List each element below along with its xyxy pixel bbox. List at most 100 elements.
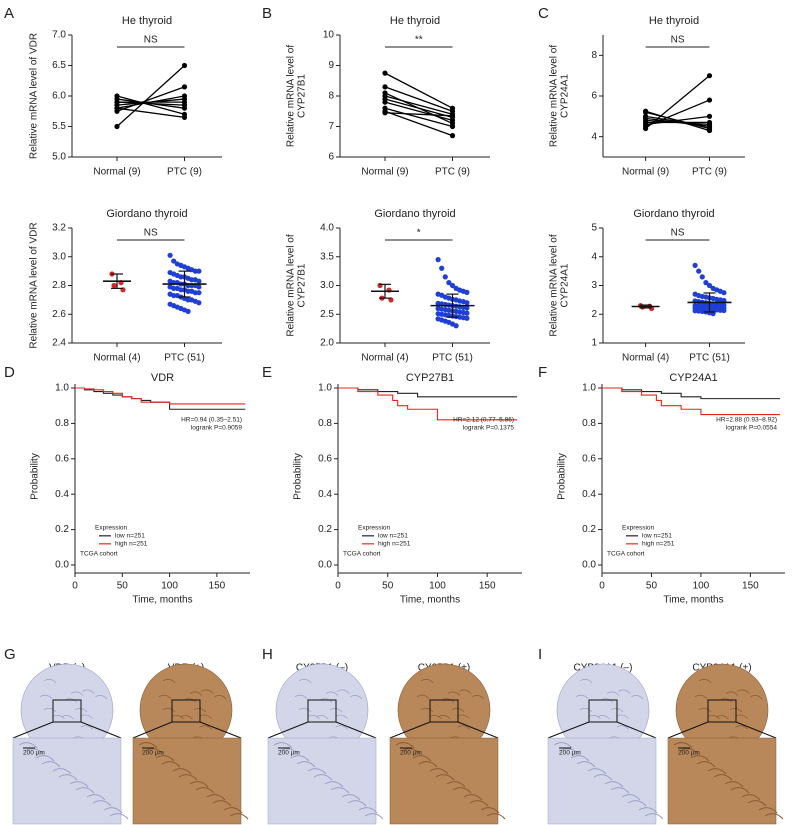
pair-line [116,95,185,115]
point [181,114,188,120]
point [699,274,705,280]
tissue-texture [180,715,193,720]
tissue-texture [335,714,348,719]
y-axis-label: Relative mRNA level of VDR [29,222,40,348]
point [181,62,188,69]
tissue-texture [579,707,593,713]
tissue-texture [447,691,461,696]
zoom-texture [747,800,767,807]
point [464,289,470,295]
point [171,258,177,264]
tissue-texture [44,678,57,684]
point [171,292,177,299]
tissue-texture [457,725,470,730]
y-tick-label: 4 [591,131,597,142]
tissue-texture [39,694,53,699]
significance-label: NS [144,35,158,46]
y-tick-label: 0.2 [582,524,596,535]
significance-label: * [417,228,421,239]
tissue-texture [457,714,470,719]
tissue-texture [707,714,720,720]
zoom-texture [679,748,699,755]
y-tick-label: 3.0 [320,280,334,291]
zoom-texture [103,807,123,814]
zoom-box [707,699,737,723]
y-tick-label: 2.0 [320,338,334,349]
point [377,282,383,289]
significance-label: NS [144,228,158,239]
zoom-texture [621,794,641,801]
annotation: logrank P=0.9059 [191,425,243,432]
tissue-texture [201,689,214,694]
point [167,252,173,258]
zoom-texture [18,742,38,749]
zoom-texture [24,748,44,755]
zoom-texture [347,800,367,807]
point [185,288,191,294]
zoom-texture [364,813,384,820]
panel-letter: B [262,5,272,22]
zoom-line [389,721,431,739]
point [114,93,120,99]
y-tick-label: 0.0 [582,560,596,571]
legend-label: low n=251 [115,533,145,540]
survival-curve [602,387,781,400]
tissue-texture [199,725,212,730]
zoom-texture [713,774,733,781]
zoom-line [616,721,657,739]
tissue-texture [94,695,108,700]
x-tick-label: 50 [117,581,129,592]
tissue-texture [189,691,203,696]
y-tick-label: 4 [591,251,597,262]
tissue-texture [337,689,350,694]
survival-curve [75,387,246,410]
x-tick-label: 150 [479,581,496,592]
y-tick-label: 0.6 [582,453,596,464]
chart-title: VDR [151,372,174,384]
zoom-box [307,699,337,723]
annotation: logrank P=0.1375 [463,425,515,432]
scale-label: 200 µm [142,750,164,757]
annotation: HR=2.88 (0.93–8.92) [716,417,777,424]
tissue-texture [735,714,748,719]
point [435,257,441,263]
tissue-texture [597,715,610,720]
legend-label: high n=251 [115,541,148,548]
zoom-texture [559,748,579,755]
tissue-texture [298,707,312,713]
tissue-texture [580,678,593,684]
pair-line [384,72,453,109]
zoom-line [667,721,709,739]
zoom-texture [92,800,112,807]
zoom-texture [486,813,506,820]
y-tick-label: 0.6 [318,453,332,464]
zoom-texture [435,774,455,781]
y-tick-label: 0.6 [55,453,69,464]
pair-line [116,98,185,109]
y-axis-label: Relative mRNA level of VDR [29,33,40,159]
scale-label: 200 µm [278,750,300,757]
point [196,300,202,306]
zoom-texture [330,787,350,794]
scale-label: 200 µm [678,750,700,757]
zoom-texture [553,742,573,749]
tissue-texture [316,715,329,720]
y-tick-label: 0.2 [318,524,332,535]
y-tick-label: 10 [323,30,335,41]
tissue-texture [438,715,451,720]
panel-letter: H [262,646,273,663]
tissue-texture [429,714,442,720]
y-tick-label: 1.0 [55,383,69,394]
tissue-texture [82,689,95,694]
x-tick-label: 0 [599,581,605,592]
y-tick-label: 3.2 [52,223,66,234]
panel-letter: C [538,5,549,22]
zoom-texture [429,768,449,775]
zoom-line [199,721,242,739]
zoom-texture [576,761,596,768]
tissue-texture [737,689,750,694]
y-tick-label: 3 [591,280,597,291]
zoom-image [267,737,377,825]
point [382,110,388,116]
